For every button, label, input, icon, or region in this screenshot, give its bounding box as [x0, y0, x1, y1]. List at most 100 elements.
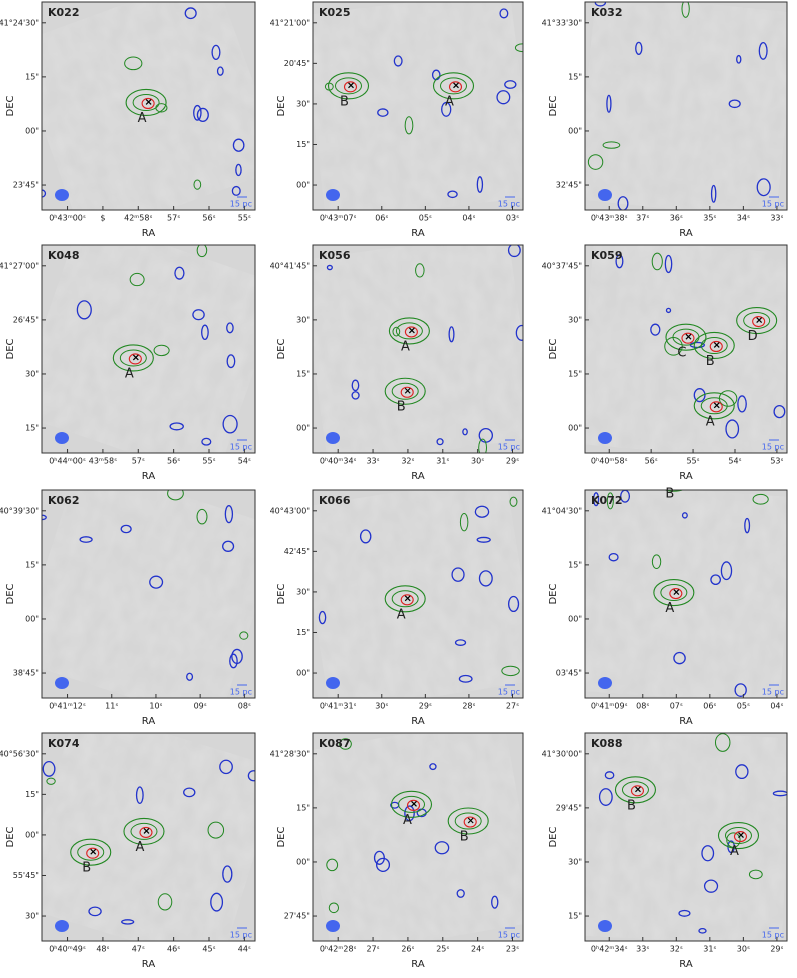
green-contour	[459, 512, 469, 532]
x-tick-label: 08ˢ	[238, 702, 251, 711]
cross	[713, 402, 720, 409]
noise-map	[585, 490, 787, 698]
x-tick-label: 48ˢ	[96, 945, 109, 954]
y-tick-label: 00"	[296, 181, 310, 190]
x-tick-label: 0ʰ40ᵐ34ˢ	[320, 457, 357, 466]
y-axis-label: DEC	[276, 338, 287, 359]
x-tick-label: 55ˢ	[686, 457, 699, 466]
blue-contour	[608, 552, 619, 562]
green-contour	[384, 377, 426, 405]
y-axis-label: DEC	[548, 826, 559, 847]
map	[42, 490, 255, 698]
y-tick-label: 41°21'00"	[270, 18, 310, 27]
source-label: A	[136, 840, 145, 855]
x-tick-label: 29ˢ	[506, 457, 519, 466]
green-contour	[717, 822, 760, 850]
blue-contour	[451, 567, 465, 582]
blue-contour	[359, 529, 372, 544]
green-contour	[123, 817, 165, 845]
x-tick-label: 0ʰ40ᵐ49ˢ	[49, 945, 86, 954]
blue-contour	[376, 857, 391, 873]
blue-contour	[635, 41, 643, 55]
green-contour	[129, 272, 145, 287]
y-tick-label: 15"	[25, 72, 39, 81]
x-tick-label: 25ˢ	[436, 945, 449, 954]
green-contour	[602, 141, 621, 149]
y-axis-label: DEC	[5, 338, 16, 359]
x-tick-label: 04ˢ	[462, 214, 475, 223]
beam	[326, 189, 340, 201]
x-tick-label: 06ˢ	[375, 214, 388, 223]
blue-contour	[393, 55, 403, 67]
source-label: A	[665, 601, 674, 616]
cross	[411, 800, 417, 807]
y-tick-label: 30"	[25, 912, 39, 921]
blue-contour	[436, 438, 444, 446]
green-contour	[46, 777, 56, 785]
panel-title: K025	[319, 6, 351, 19]
blue-contour	[226, 322, 234, 334]
y-tick-label: 15"	[25, 424, 39, 433]
x-tick-label: 0ʰ43ᵐ07ˢ	[320, 214, 357, 223]
panel: K062 15 pc 40°39'30" 15" 00" 38'45" 0ʰ41ᵐ12ˢ 11…	[0, 489, 256, 727]
beam	[326, 920, 340, 932]
blue-contour	[507, 245, 521, 258]
x-axis-label: RA	[142, 959, 156, 970]
blue-contour	[673, 651, 686, 665]
x-tick-label: 55ˢ	[238, 214, 251, 223]
red-contour	[463, 816, 477, 828]
green-contour	[726, 832, 741, 848]
frame	[584, 489, 788, 699]
blue-contour	[222, 540, 235, 552]
panel: K032 15 pc 41°33'30" 15" 00" 32'45" 0ʰ43ᵐ38ˢ 37…	[542, 1, 788, 239]
x-tick-label: 03ˢ	[506, 214, 519, 223]
panel: K056 A B 15 pc 40°41'45" 30" 15" 00" 0ʰ40ᵐ34ˢ 33ˢ…	[270, 244, 524, 482]
x-tick-label: 30ˢ	[737, 945, 750, 954]
cross	[756, 317, 763, 323]
red-contour	[709, 401, 723, 413]
panel-title: K059	[591, 249, 623, 262]
blue-contour	[216, 66, 224, 76]
y-tick-label: 15"	[296, 628, 310, 637]
red-contour	[448, 81, 463, 93]
x-tick-label: 07ˢ	[670, 702, 683, 711]
panel-title: K066	[319, 494, 351, 507]
source-label: A	[706, 414, 715, 429]
blue-contour	[681, 512, 688, 519]
x-tick-label: 53ˢ	[770, 457, 783, 466]
beam	[598, 432, 612, 444]
red-contour	[139, 826, 153, 838]
x-tick-label: 31ˢ	[703, 945, 716, 954]
blue-contour	[606, 94, 612, 113]
red-contour	[86, 847, 100, 859]
blue-contour	[79, 536, 93, 543]
green-contour	[748, 869, 763, 880]
blue-contour	[235, 163, 242, 177]
frame	[312, 244, 524, 454]
x-tick-label: 34ˢ	[737, 214, 750, 223]
source-label: A	[730, 844, 739, 859]
green-contour	[700, 397, 728, 415]
map	[42, 733, 255, 941]
x-tick-label: 05ˢ	[737, 702, 750, 711]
green-contour	[395, 322, 423, 340]
beam	[55, 920, 69, 932]
green-contour	[207, 821, 225, 839]
x-axis-label: RA	[411, 471, 425, 482]
green-contour	[167, 490, 184, 501]
cross	[635, 786, 641, 793]
blue-contour	[496, 90, 511, 105]
blue-contour	[229, 653, 238, 669]
noise-map	[585, 2, 787, 210]
cross	[132, 354, 139, 361]
green-contour	[124, 56, 143, 71]
blue-contour	[169, 422, 184, 431]
red-contour	[406, 799, 421, 811]
blue-contour	[351, 391, 360, 400]
blue-contour	[192, 309, 205, 321]
blue-contour	[88, 906, 102, 917]
x-tick-label: 57ˢ	[132, 457, 145, 466]
green-contour	[157, 893, 173, 911]
x-tick-label: 08ˢ	[636, 702, 649, 711]
green-contour	[130, 822, 158, 840]
